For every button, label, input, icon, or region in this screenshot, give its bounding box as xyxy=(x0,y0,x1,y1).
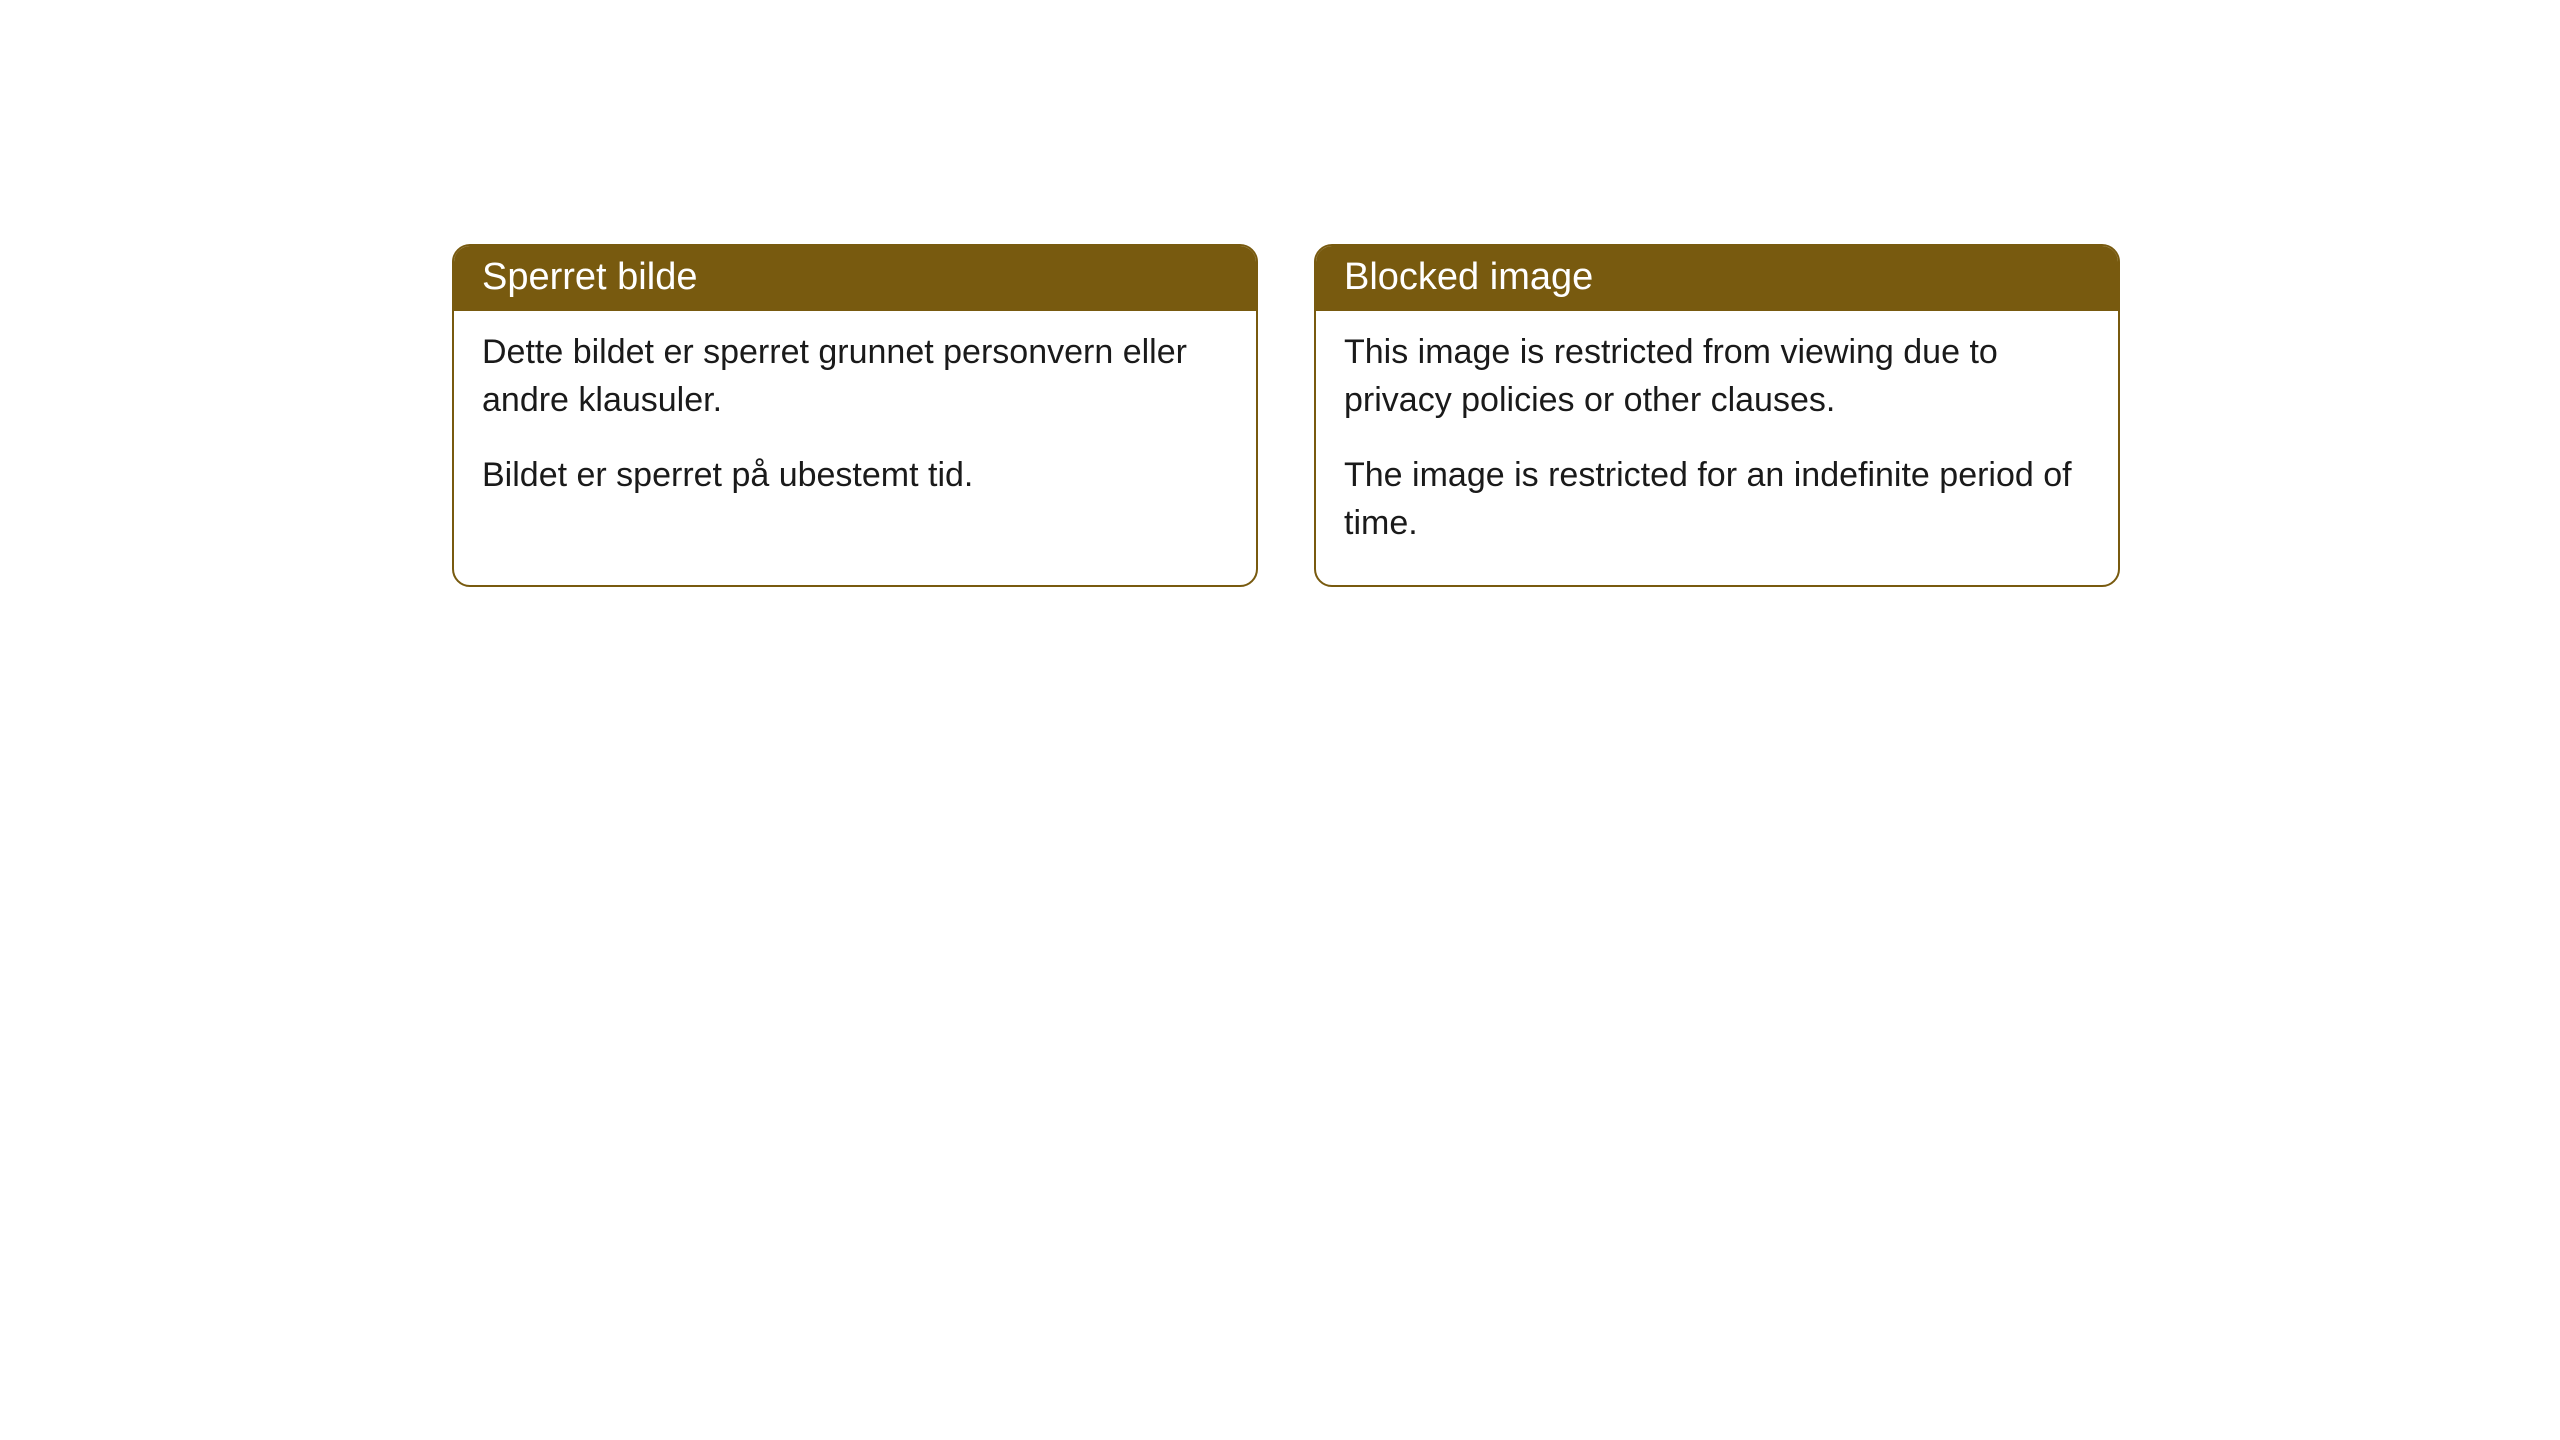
blocked-image-card-english: Blocked image This image is restricted f… xyxy=(1314,244,2120,587)
notice-cards-container: Sperret bilde Dette bildet er sperret gr… xyxy=(452,244,2120,587)
card-body: Dette bildet er sperret grunnet personve… xyxy=(454,311,1256,538)
card-header: Blocked image xyxy=(1316,246,2118,311)
card-header: Sperret bilde xyxy=(454,246,1256,311)
card-title: Blocked image xyxy=(1344,256,1593,298)
blocked-image-card-norwegian: Sperret bilde Dette bildet er sperret gr… xyxy=(452,244,1258,587)
card-paragraph: Bildet er sperret på ubestemt tid. xyxy=(482,452,1228,500)
card-paragraph: Dette bildet er sperret grunnet personve… xyxy=(482,329,1228,424)
card-title: Sperret bilde xyxy=(482,256,697,298)
card-paragraph: The image is restricted for an indefinit… xyxy=(1344,452,2090,547)
card-paragraph: This image is restricted from viewing du… xyxy=(1344,329,2090,424)
card-body: This image is restricted from viewing du… xyxy=(1316,311,2118,585)
